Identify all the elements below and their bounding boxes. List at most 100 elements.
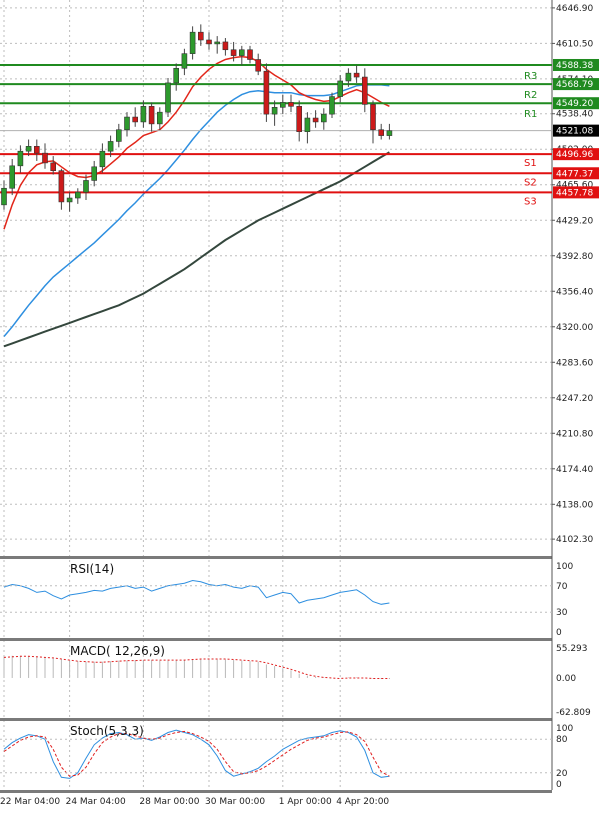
price-tick-label-5: 4465.60: [556, 181, 593, 191]
support-tag-box-S3: [553, 186, 599, 199]
current-price-box: [553, 124, 599, 137]
time-label-1: 24 Mar 04:00: [66, 797, 126, 807]
stoch-tick-label-1: 80: [556, 735, 568, 745]
resistance-tag-label-R3: 4588.38: [556, 61, 593, 71]
candle-body-11: [91, 166, 97, 181]
time-label-4: 1 Apr 00:00: [279, 797, 332, 807]
resistance-name-R1: R1: [524, 109, 537, 120]
stoch-main-line: [3, 729, 390, 779]
candle-body-35: [288, 102, 294, 107]
candle-body-25: [206, 39, 212, 45]
level-price-tags: 4549.20 4568.79 4588.38 4496.96 4477.37 4457.…: [553, 58, 599, 199]
candle-body-46: [378, 129, 385, 136]
candle-body-23: [189, 31, 196, 54]
rsi-path: [3, 579, 390, 605]
candle-body-2: [17, 150, 24, 167]
time-label-0: 22 Mar 04:00: [0, 797, 60, 807]
macd-panel[interactable]: 55.293 0.00 -62.809 MACD( 12,26,9): [3, 644, 591, 718]
candle-body-40: [329, 96, 335, 115]
candle-body-7: [58, 170, 65, 203]
price-tick-label-9: 4320.00: [556, 323, 593, 333]
candle-body-9: [75, 191, 81, 199]
resistance-name-R3: R3: [524, 71, 537, 82]
support-tag-label-S2: 4477.37: [556, 169, 593, 179]
support-tag-box-S2: [553, 167, 599, 180]
macd-tick-label-2: -62.809: [556, 708, 591, 718]
macd-tick-label-0: 55.293: [556, 644, 588, 654]
resistance-tag-label-R2: 4568.79: [556, 80, 593, 90]
grid-lines: [0, 0, 552, 790]
macd-histogram: [3, 655, 390, 680]
time-label-3: 30 Mar 00:00: [205, 797, 265, 807]
macd-title: MACD( 12,26,9): [70, 644, 165, 658]
resistance-tag-label-R1: 4549.20: [556, 99, 593, 109]
ema-blue-line: [3, 84, 390, 337]
candle-body-17: [140, 106, 147, 123]
candle-body-10: [83, 180, 89, 193]
stoch-title: Stoch(5,3,3): [70, 724, 144, 738]
candle-body-14: [116, 129, 122, 142]
candle-body-47: [386, 130, 393, 136]
panel-separator-stoch: [0, 790, 552, 793]
current-price-label: 4521.08: [556, 127, 593, 137]
ema-dark-path: [3, 151, 390, 348]
price-tick-label-11: 4247.20: [556, 394, 593, 404]
stoch-signal-line: [3, 730, 390, 777]
candle-body-44: [361, 76, 368, 105]
candle-body-36: [296, 106, 303, 132]
price-tick-label-15: 4102.30: [556, 535, 593, 545]
resistance-tag-box-R1: [553, 97, 599, 110]
macd-signal-path: [3, 655, 390, 680]
candle-body-18: [148, 106, 155, 125]
ema-red-path: [3, 55, 390, 230]
price-tick-label-6: 4429.20: [556, 216, 593, 226]
candle-body-13: [107, 141, 114, 152]
candle-body-12: [99, 150, 106, 168]
price-tick-label-12: 4210.80: [556, 429, 593, 439]
rsi-panel[interactable]: 100 70 30 0 RSI(14): [0, 562, 573, 638]
resistance-name-R2: R2: [524, 90, 537, 101]
candle-body-43: [353, 72, 360, 78]
candle-body-19: [157, 111, 163, 125]
price-tick-label-7: 4392.80: [556, 252, 593, 262]
candle-body-32: [263, 70, 270, 115]
candle-body-21: [173, 67, 179, 84]
time-axis: 22 Mar 04:00 24 Mar 04:00 28 Mar 00:00 30 M…: [0, 797, 389, 807]
panel-separator-macd: [0, 718, 552, 721]
rsi-tick-label-0: 100: [556, 562, 573, 572]
price-tick-label-1: 4610.50: [556, 39, 593, 49]
macd-axis: 55.293 0.00 -62.809: [556, 644, 591, 718]
candle-body-22: [181, 53, 188, 69]
candle-body-3: [25, 146, 32, 152]
stoch-main-path: [3, 729, 390, 779]
candle-body-20: [165, 82, 171, 113]
candle-body-39: [320, 113, 327, 123]
candle-body-29: [239, 49, 245, 56]
candle-body-8: [66, 197, 73, 203]
candle-body-41: [337, 80, 344, 97]
candle-body-24: [198, 31, 204, 41]
time-label-2: 28 Mar 00:00: [139, 797, 199, 807]
candle-body-38: [312, 117, 319, 123]
support-name-S2: S2: [524, 177, 537, 188]
stoch-tick-label-2: 20: [556, 769, 568, 779]
candle-body-27: [222, 41, 229, 51]
candle-body-31: [255, 59, 261, 72]
support-resistance-levels: R1 R2 R3 S1 S2 S3: [0, 63, 552, 207]
stoch-tick-label-3: 0: [556, 780, 562, 790]
support-name-S1: S1: [524, 158, 537, 169]
candle-body-42: [345, 72, 352, 82]
candle-body-26: [214, 41, 220, 45]
support-tag-label-S1: 4496.96: [556, 150, 593, 160]
candle-body-45: [370, 104, 376, 131]
candle-body-1: [9, 165, 15, 189]
ema-blue-path: [3, 84, 390, 337]
panel-separator-price: [0, 556, 552, 559]
macd-tick-label-1: 0.00: [556, 674, 576, 684]
support-name-S3: S3: [524, 196, 537, 207]
